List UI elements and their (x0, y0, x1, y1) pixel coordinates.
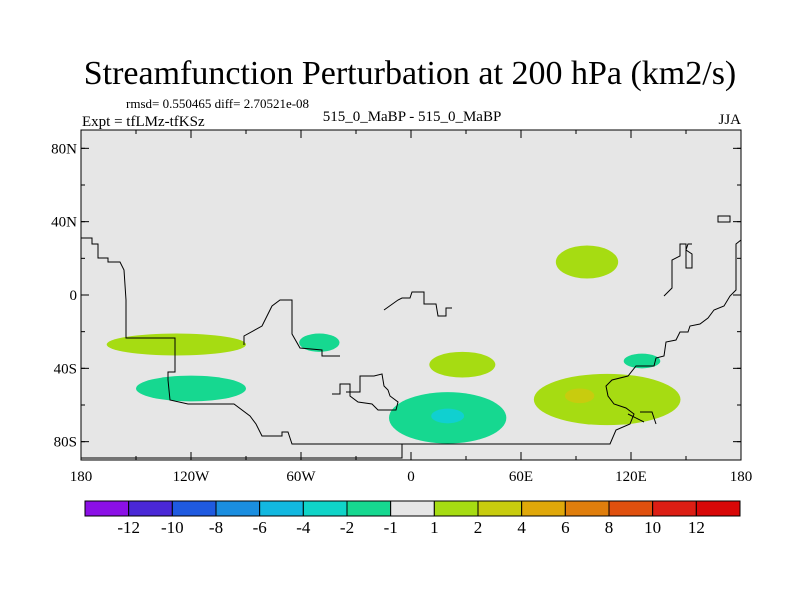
colorbar-swatch-4 (259, 500, 304, 517)
x-tick-label-1: 120W (173, 469, 211, 485)
x-tick-label-6: 180 (730, 469, 753, 485)
contour-region-8 (623, 353, 661, 369)
season-label: JJA (718, 112, 741, 128)
colorbar-label-5: -2 (340, 518, 354, 537)
colorbar-swatch-2 (171, 500, 217, 517)
contour-regions (106, 245, 681, 444)
colorbar-swatch-9 (477, 500, 523, 517)
x-tick-label-4: 60E (509, 469, 533, 485)
y-tick-label-4: 80S (54, 435, 77, 451)
colorbar-swatch-10 (521, 500, 566, 517)
colorbar-label-10: 6 (561, 518, 570, 537)
y-axis: 80N 40N 0 40S 80S (51, 141, 741, 451)
colorbar-label-8: 2 (474, 518, 483, 537)
x-tick-label-5: 120E (615, 469, 647, 485)
colorbar-label-6: -1 (384, 518, 398, 537)
colorbar-swatch-7 (390, 500, 435, 517)
colorbar-swatch-14 (695, 500, 741, 517)
stats-label: rmsd= 0.550465 diff= 2.70521e-08 (126, 96, 309, 111)
chart-title: Streamfunction Perturbation at 200 hPa (… (84, 55, 737, 92)
colorbar-label-9: 4 (517, 518, 526, 537)
contour-region-0 (555, 245, 619, 279)
colorbar-swatch-12 (608, 500, 654, 517)
coastline-africa (383, 291, 452, 317)
x-tick-label-3: 0 (407, 469, 415, 485)
contour-region-4 (565, 388, 595, 404)
colorbar-label-13: 12 (688, 518, 705, 537)
contour-region-1 (106, 333, 247, 356)
colorbar-label-0: -12 (117, 518, 140, 537)
x-tick-label-0: 180 (70, 469, 93, 485)
contour-region-6 (136, 375, 246, 402)
y-tick-label-1: 40N (51, 215, 77, 231)
coastlines (81, 215, 742, 459)
colorbar-label-4: -4 (296, 518, 311, 537)
colorbar-swatch-6 (346, 500, 392, 517)
x-axis: 180 120W 60W 0 60E 120E 180 (70, 130, 753, 485)
colorbar-label-1: -10 (161, 518, 184, 537)
coastline-america (81, 237, 403, 459)
colorbar-label-3: -6 (253, 518, 267, 537)
coastline-east (663, 243, 693, 297)
coastline-central-america (243, 299, 340, 357)
colorbar-swatch-11 (564, 500, 610, 517)
coastline-islands (627, 215, 731, 425)
contour-region-5 (299, 333, 340, 352)
colorbar-swatch-8 (433, 500, 479, 517)
colorbar-swatch-0 (84, 500, 130, 517)
colorbar-swatch-5 (302, 500, 348, 517)
colorbar-swatch-1 (128, 500, 173, 517)
colorbar-swatch-13 (652, 500, 697, 517)
contour-region-2 (429, 351, 496, 378)
coastline-antarctica (402, 239, 742, 445)
contour-region-3 (533, 373, 681, 426)
colorbar-label-11: 8 (605, 518, 614, 537)
y-tick-label-2: 0 (70, 288, 78, 304)
y-tick-label-3: 40S (54, 361, 77, 377)
y-tick-label-0: 80N (51, 141, 77, 157)
x-tick-label-2: 60W (286, 469, 316, 485)
colorbar-label-2: -8 (209, 518, 223, 537)
colorbar-swatch-3 (215, 500, 261, 517)
contour-region-9 (431, 408, 465, 424)
colorbar-label-7: 1 (430, 518, 439, 537)
case-label: 515_0_MaBP - 515_0_MaBP (323, 109, 502, 125)
colorbar: -12 -10 -8 -6 -4 -2 -1 1 2 4 6 8 10 12 (84, 500, 741, 537)
experiment-label: Expt = tfLMz-tfKSz (82, 114, 205, 130)
colorbar-label-12: 10 (644, 518, 661, 537)
coastline-south (332, 373, 399, 411)
